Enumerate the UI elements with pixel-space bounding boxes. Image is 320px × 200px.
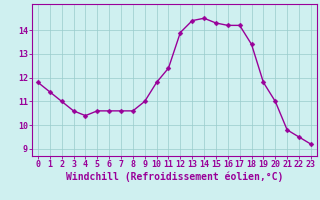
X-axis label: Windchill (Refroidissement éolien,°C): Windchill (Refroidissement éolien,°C) [66,172,283,182]
